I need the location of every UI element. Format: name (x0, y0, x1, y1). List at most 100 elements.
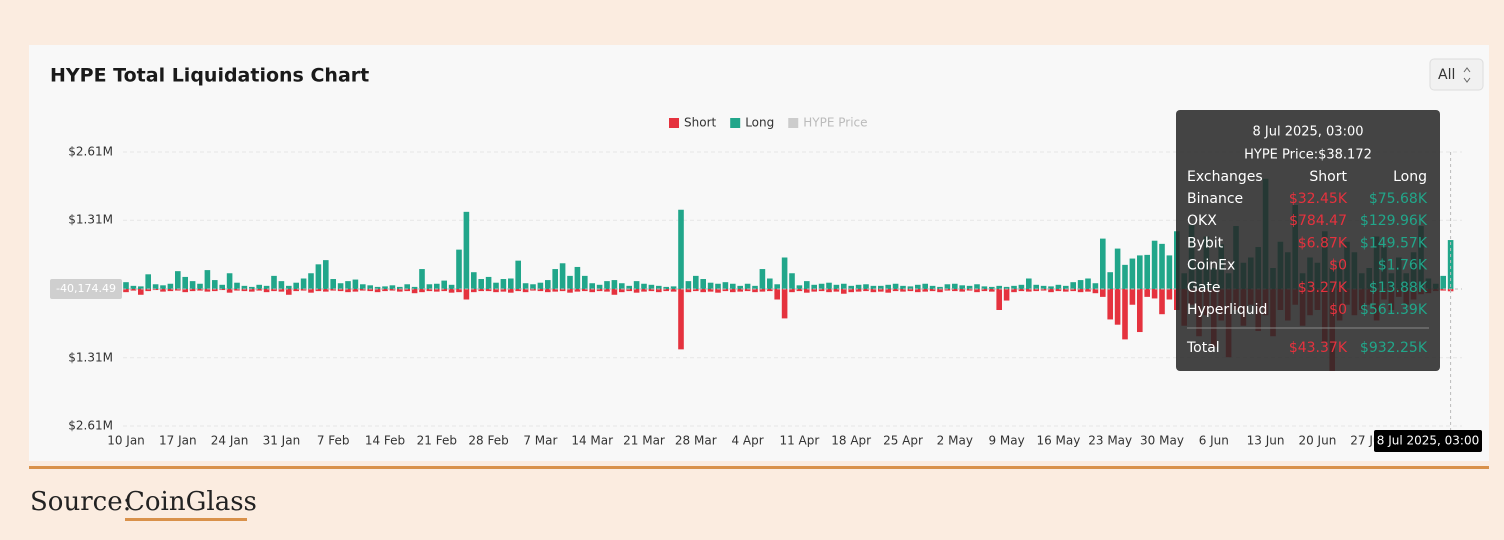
bar (189, 281, 196, 289)
x-tick-label: 10 Jan (107, 434, 145, 448)
bar (870, 289, 877, 293)
bar (641, 283, 647, 289)
x-tick-label: 9 May (988, 434, 1024, 448)
bar (900, 289, 906, 292)
bar (411, 286, 418, 289)
bar (981, 286, 988, 289)
bar (781, 257, 788, 289)
bar (530, 289, 536, 291)
bar (278, 281, 285, 289)
bar (485, 276, 492, 289)
x-tick-label: 2 May (937, 434, 973, 448)
bar (752, 285, 758, 289)
bar (441, 289, 447, 292)
bar (996, 285, 1002, 289)
bar (360, 289, 366, 291)
tooltip-total: Total (1186, 340, 1220, 356)
x-tick-label: 23 May (1088, 434, 1132, 448)
bar (426, 284, 433, 289)
bar (1092, 283, 1099, 289)
bar (1100, 289, 1106, 297)
bar (463, 289, 470, 300)
bar (796, 285, 803, 289)
bar (855, 289, 862, 292)
bar (1077, 289, 1084, 293)
x-tick-label: 4 Apr (731, 434, 763, 448)
bar (811, 284, 817, 289)
bar (1137, 289, 1143, 333)
bar (219, 289, 225, 291)
bar (885, 284, 891, 289)
bar (374, 289, 381, 293)
bar (789, 289, 795, 293)
bar (1151, 289, 1158, 299)
bar (989, 286, 995, 289)
bar (419, 269, 425, 289)
bar (1055, 289, 1062, 292)
range-selector-label[interactable]: All (1438, 67, 1455, 83)
range-selector-box[interactable] (1429, 58, 1484, 91)
bar (656, 289, 662, 293)
bar (574, 266, 581, 289)
bar (1018, 289, 1025, 292)
bar (759, 269, 766, 289)
bar (656, 285, 662, 289)
bar (1011, 289, 1017, 293)
bar (648, 289, 655, 292)
bar (959, 289, 965, 292)
bar (767, 289, 773, 292)
x-tick-label: 28 Feb (468, 434, 508, 448)
bar (241, 285, 248, 289)
bar (1085, 289, 1091, 292)
bar (907, 286, 914, 289)
bar (626, 285, 632, 289)
bar (619, 283, 625, 289)
bar (730, 283, 736, 289)
bar (515, 260, 521, 289)
bar (892, 283, 899, 289)
range-selector-icon[interactable] (1463, 67, 1471, 83)
bar (189, 289, 196, 292)
bar (389, 289, 396, 291)
bar (160, 285, 166, 289)
bar (1026, 289, 1032, 292)
bar (485, 289, 492, 292)
bar (234, 282, 240, 289)
bar (1063, 285, 1069, 289)
bar (493, 289, 499, 293)
bar (286, 285, 292, 289)
bar (1114, 248, 1121, 289)
tooltip-cell: $75.68K (1369, 191, 1428, 207)
bar (744, 289, 751, 292)
bar (707, 282, 714, 289)
bar (559, 289, 566, 292)
source-link[interactable]: CoinGlass (125, 487, 257, 517)
x-tick-label: 28 Mar (675, 434, 717, 448)
tooltip-total: $932.25K (1360, 340, 1428, 356)
x-tick-label: 21 Feb (417, 434, 457, 448)
bar (663, 289, 669, 292)
tooltip-box (1176, 110, 1440, 371)
tooltip-title: 8 Jul 2025, 03:00 (1252, 125, 1363, 140)
bar (929, 285, 936, 289)
bar (138, 289, 144, 295)
bar (693, 289, 699, 292)
bar (693, 275, 699, 289)
bar (966, 285, 973, 289)
x-tick-label: 7 Feb (317, 434, 350, 448)
x-tick-label: 6 Jun (1199, 434, 1229, 448)
bar (878, 285, 884, 289)
bar (315, 264, 322, 289)
bar (848, 285, 854, 289)
bar (478, 289, 484, 292)
bar (619, 289, 625, 293)
tooltip-cell: $13.88K (1369, 280, 1428, 296)
bar (530, 284, 536, 289)
bar (767, 278, 773, 289)
bar (226, 289, 233, 293)
legend-label: HYPE Price (803, 116, 867, 130)
legend-label: Long (745, 116, 774, 130)
range-selector[interactable]: All (1429, 58, 1484, 91)
bar (241, 289, 248, 292)
